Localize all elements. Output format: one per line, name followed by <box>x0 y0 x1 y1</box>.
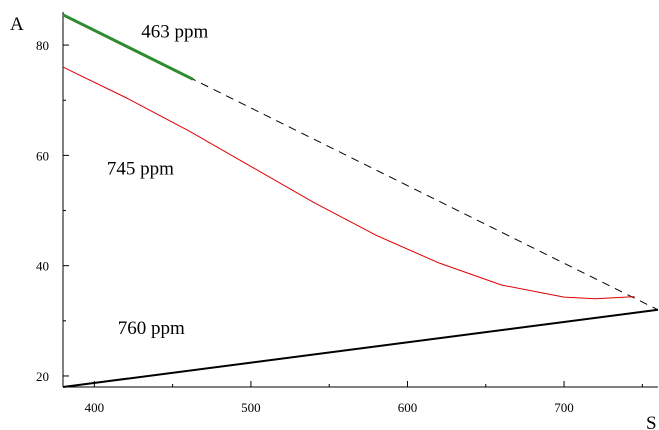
ticks: 400 500 600 700 20 40 60 80 <box>36 38 643 415</box>
y-tick-label: 20 <box>36 369 49 384</box>
x-tick-label: 600 <box>398 400 418 415</box>
labels-group: A S 463 ppm 745 ppm 760 ppm <box>10 14 657 430</box>
series-line-3 <box>62 66 635 300</box>
x-tick-label: 500 <box>241 400 261 415</box>
x-axis-title: S <box>646 413 657 430</box>
series-line-2 <box>62 13 194 81</box>
axes <box>62 12 658 388</box>
curve-label: 463 ppm <box>141 21 208 42</box>
series-group <box>62 13 659 388</box>
y-tick-label: 40 <box>36 259 49 274</box>
y-tick-label: 60 <box>36 148 49 163</box>
y-axis-title: A <box>10 14 24 35</box>
series-line-1 <box>62 14 659 311</box>
x-tick-label: 700 <box>554 400 574 415</box>
curve-label: 760 ppm <box>118 318 185 339</box>
series-line-4 <box>62 308 659 388</box>
x-tick-label: 400 <box>85 400 105 415</box>
y-tick-label: 80 <box>36 38 49 53</box>
curve-label: 745 ppm <box>107 159 174 180</box>
